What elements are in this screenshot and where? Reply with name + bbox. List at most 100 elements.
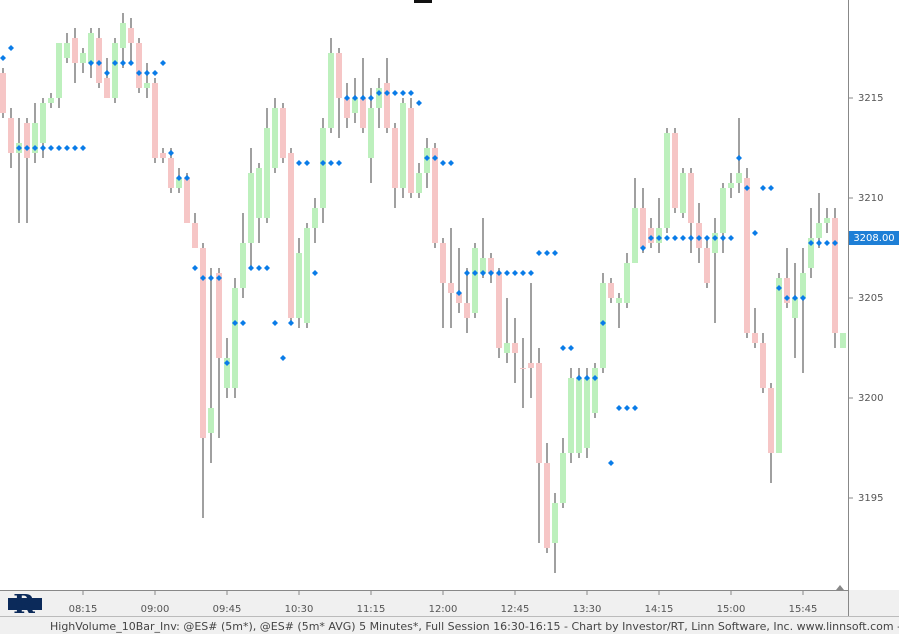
candle-body	[472, 248, 478, 313]
indicator-dot	[680, 235, 686, 241]
indicator-dot	[328, 160, 334, 166]
indicator-dot	[96, 60, 102, 66]
candle-body	[128, 28, 134, 43]
candle-body	[120, 23, 126, 48]
candle-body	[712, 233, 718, 253]
candle-body	[280, 108, 286, 158]
indicator-dot	[136, 70, 142, 76]
indicator-dot	[48, 145, 54, 151]
indicator-dot	[544, 250, 550, 256]
candle-body	[296, 253, 302, 318]
candle-body	[584, 378, 590, 448]
logo-band	[8, 598, 42, 610]
logo: R	[8, 590, 42, 620]
indicator-dot	[536, 250, 542, 256]
indicator-dot	[232, 320, 238, 326]
indicator-dot	[424, 155, 430, 161]
candle-body	[152, 83, 158, 158]
indicator-dot	[344, 95, 350, 101]
indicator-dot	[160, 60, 166, 66]
candle-body	[112, 43, 118, 98]
candle-body	[592, 368, 598, 413]
y-tick-label: 3205	[858, 293, 883, 304]
candle-body	[200, 248, 206, 438]
x-tick-label: 11:15	[357, 604, 386, 615]
candle-body	[520, 368, 526, 369]
x-tick-label: 12:45	[501, 604, 530, 615]
candle-body	[736, 173, 742, 183]
indicator-dot	[664, 235, 670, 241]
indicator-dot	[280, 355, 286, 361]
indicator-dot	[400, 90, 406, 96]
plot-area	[0, 0, 848, 590]
top-marker	[414, 0, 432, 3]
candle-body	[392, 128, 398, 188]
indicator-dot	[184, 175, 190, 181]
candle-body	[752, 333, 758, 343]
candle-body	[136, 43, 142, 88]
indicator-dot	[560, 345, 566, 351]
candle-body	[240, 243, 246, 288]
indicator-dot	[320, 160, 326, 166]
indicator-dot	[800, 295, 806, 301]
indicator-dot	[352, 95, 358, 101]
indicator-dot	[40, 145, 46, 151]
candle-body	[800, 273, 806, 298]
candle-body	[536, 363, 542, 463]
y-tick-label: 3215	[858, 93, 883, 104]
candle-body	[792, 298, 798, 318]
indicator-dot	[296, 160, 302, 166]
candle-body	[24, 123, 30, 158]
candle-body	[288, 153, 294, 318]
candle-body	[72, 38, 78, 63]
x-tick-label: 13:30	[573, 604, 602, 615]
x-tick-label: 08:15	[69, 604, 98, 615]
indicator-dot	[200, 275, 206, 281]
indicator-dot	[504, 270, 510, 276]
candle-body	[344, 98, 350, 118]
indicator-dot	[584, 375, 590, 381]
candle-body	[48, 98, 54, 103]
indicator-dot	[832, 240, 838, 246]
candle-body	[512, 343, 518, 353]
candle-body	[560, 453, 566, 503]
indicator-dot	[816, 240, 822, 246]
last-price-label: 3208.00	[853, 233, 894, 244]
indicator-dot	[520, 270, 526, 276]
candle-body	[184, 178, 190, 223]
candle-body	[256, 168, 262, 218]
candle-body	[432, 148, 438, 243]
candle-body	[144, 83, 150, 88]
candle-body	[824, 218, 830, 223]
indicator-dot	[648, 235, 654, 241]
scroll-marker	[836, 585, 844, 590]
candle-body	[760, 343, 766, 388]
candle-body	[704, 248, 710, 283]
x-tick-label: 15:00	[717, 604, 746, 615]
candle-body	[808, 238, 814, 268]
x-tick-label: 12:00	[429, 604, 458, 615]
indicator-dot	[104, 70, 110, 76]
candle-body	[224, 358, 230, 388]
indicator-dot	[88, 60, 94, 66]
indicator-dot	[192, 265, 198, 271]
indicator-dot	[64, 145, 70, 151]
indicator-dot	[512, 270, 518, 276]
indicator-dot	[304, 160, 310, 166]
indicator-dot	[808, 240, 814, 246]
candle-body	[616, 298, 622, 303]
candle-body	[480, 258, 486, 273]
indicator-dot	[688, 235, 694, 241]
indicator-dot	[456, 290, 462, 296]
indicator-dot	[208, 275, 214, 281]
indicator-dot	[600, 320, 606, 326]
indicator-dot	[256, 265, 262, 271]
indicator-dot	[768, 185, 774, 191]
indicator-dot	[720, 235, 726, 241]
candle-body	[192, 223, 198, 248]
candle-body	[816, 223, 822, 238]
candle-body	[688, 173, 694, 223]
indicator-dot	[592, 375, 598, 381]
indicator-dot	[360, 95, 366, 101]
